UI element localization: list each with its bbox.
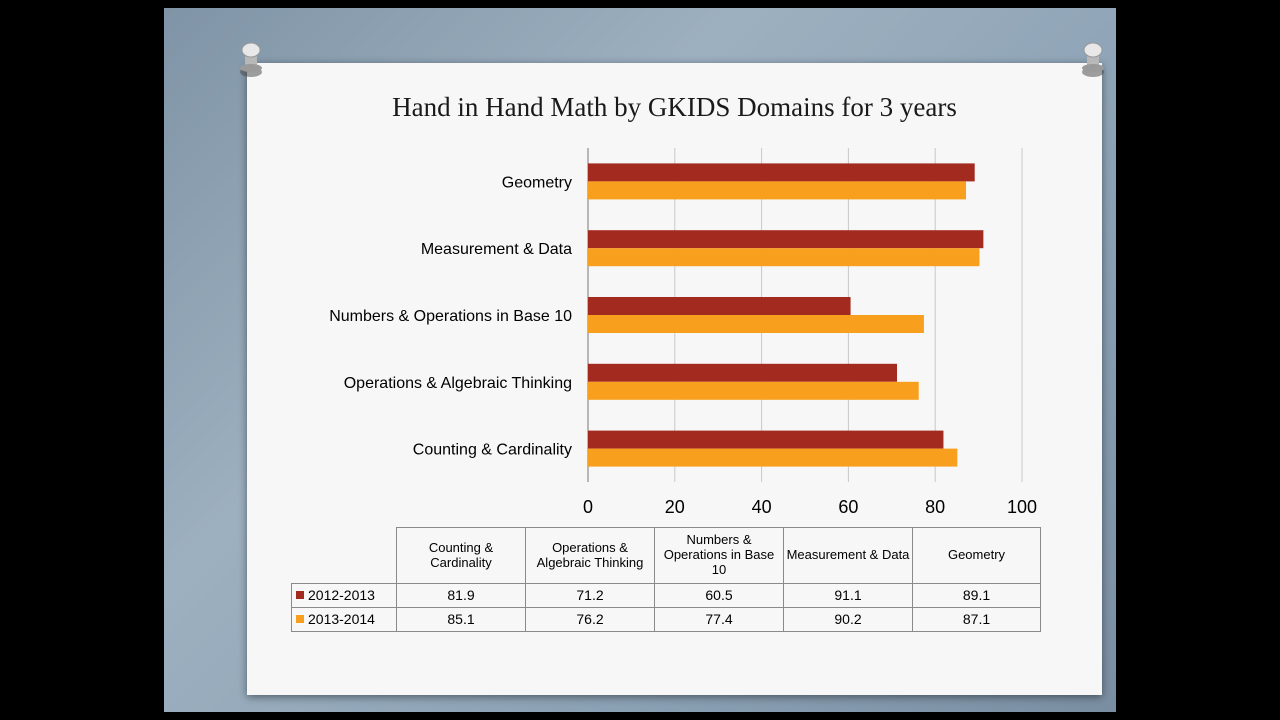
category-label: Geometry: [502, 174, 572, 191]
x-tick-label: 20: [665, 497, 685, 517]
series-name: 2012-2013: [308, 587, 375, 604]
table-cell: 76.2: [525, 607, 655, 632]
bar-2012-2013-3: [588, 230, 984, 249]
category-label: Counting & Cardinality: [413, 442, 572, 459]
series-name: 2013-2014: [308, 611, 375, 628]
series-legend-cell: 2013-2014: [291, 607, 397, 632]
table-cell: 89.1: [912, 583, 1041, 608]
x-tick-label: 100: [1007, 497, 1037, 517]
category-label: Measurement & Data: [421, 241, 572, 258]
bar-2012-2013-4: [588, 163, 975, 182]
legend-swatch-2012: [296, 591, 304, 600]
legend-swatch-2013: [296, 615, 304, 624]
table-header-row: Counting & Cardinality Operations & Alge…: [291, 527, 1041, 584]
table-cell: 85.1: [396, 607, 526, 632]
bar-2013-2014-0: [588, 448, 958, 467]
category-label: Numbers & Operations in Base 10: [329, 308, 572, 325]
bar-2013-2014-1: [588, 381, 919, 400]
table-header: Geometry: [912, 527, 1041, 584]
pushpin-left-icon: [240, 42, 262, 77]
bar-2012-2013-2: [588, 297, 851, 315]
category-labels: Counting & Cardinality Operations & Algeb…: [329, 174, 572, 458]
bar-2012-2013-0: [588, 430, 944, 449]
x-tick-label: 40: [752, 497, 772, 517]
bars: [588, 163, 984, 467]
table-row: 2012-2013 81.9 71.2 60.5 91.1 89.1: [291, 583, 1041, 608]
table-header: Numbers & Operations in Base 10: [654, 527, 784, 584]
x-tick-label: 0: [583, 497, 593, 517]
table-row: 2013-2014 85.1 76.2 77.4 90.2 87.1: [291, 607, 1041, 632]
bar-2013-2014-3: [588, 248, 980, 267]
table-cell: 91.1: [783, 583, 913, 608]
category-label: Operations & Algebraic Thinking: [344, 375, 572, 392]
bar-2013-2014-4: [588, 181, 967, 200]
bar-2013-2014-2: [588, 315, 924, 333]
chart-title: Hand in Hand Math by GKIDS Domains for 3…: [392, 92, 957, 122]
table-corner: [291, 527, 397, 584]
table-header: Measurement & Data: [783, 527, 913, 584]
x-tick-label: 60: [838, 497, 858, 517]
table-cell: 81.9: [396, 583, 526, 608]
table-header: Operations & Algebraic Thinking: [525, 527, 655, 584]
pushpin-right-icon: [1082, 42, 1104, 77]
table-header: Counting & Cardinality: [396, 527, 526, 584]
table-cell: 77.4: [654, 607, 784, 632]
x-tick-label: 80: [925, 497, 945, 517]
series-legend-cell: 2012-2013: [291, 583, 397, 608]
table-cell: 90.2: [783, 607, 913, 632]
table-cell: 60.5: [654, 583, 784, 608]
table-cell: 71.2: [525, 583, 655, 608]
data-table: Counting & Cardinality Operations & Alge…: [291, 527, 1041, 632]
bar-2012-2013-1: [588, 363, 898, 382]
x-tick-labels: 0 20 40 60 80 100: [583, 497, 1037, 517]
table-cell: 87.1: [912, 607, 1041, 632]
